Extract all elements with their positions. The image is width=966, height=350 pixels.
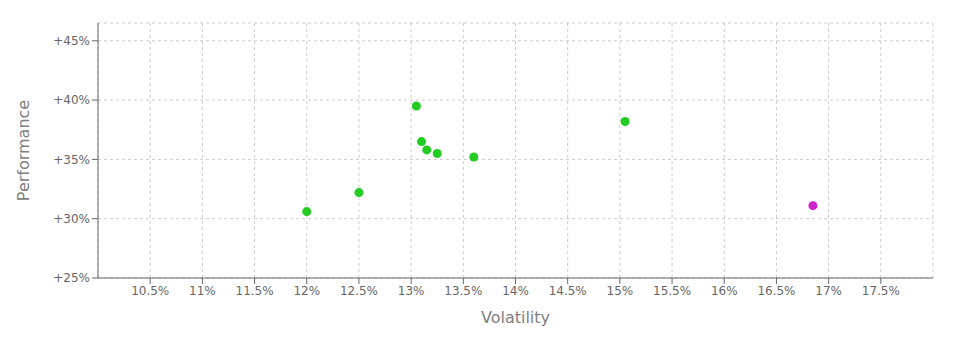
svg-text:11.5%: 11.5% [236, 284, 274, 298]
svg-text:Performance: Performance [14, 100, 33, 201]
svg-text:Volatility: Volatility [481, 308, 550, 327]
svg-text:+35%: +35% [53, 153, 90, 167]
svg-text:11%: 11% [189, 284, 216, 298]
svg-text:13.5%: 13.5% [444, 284, 482, 298]
svg-text:+40%: +40% [53, 93, 90, 107]
svg-text:10.5%: 10.5% [131, 284, 169, 298]
svg-text:15.5%: 15.5% [653, 284, 691, 298]
svg-text:14.5%: 14.5% [549, 284, 587, 298]
svg-text:12.5%: 12.5% [340, 284, 378, 298]
svg-text:16.5%: 16.5% [757, 284, 795, 298]
svg-text:15%: 15% [607, 284, 634, 298]
svg-text:+30%: +30% [53, 212, 90, 226]
svg-text:14%: 14% [502, 284, 529, 298]
svg-text:16%: 16% [711, 284, 738, 298]
svg-text:17.5%: 17.5% [862, 284, 900, 298]
svg-text:13%: 13% [398, 284, 425, 298]
svg-text:+25%: +25% [53, 271, 90, 285]
svg-text:+45%: +45% [53, 34, 90, 48]
svg-text:12%: 12% [293, 284, 320, 298]
svg-text:17%: 17% [815, 284, 842, 298]
